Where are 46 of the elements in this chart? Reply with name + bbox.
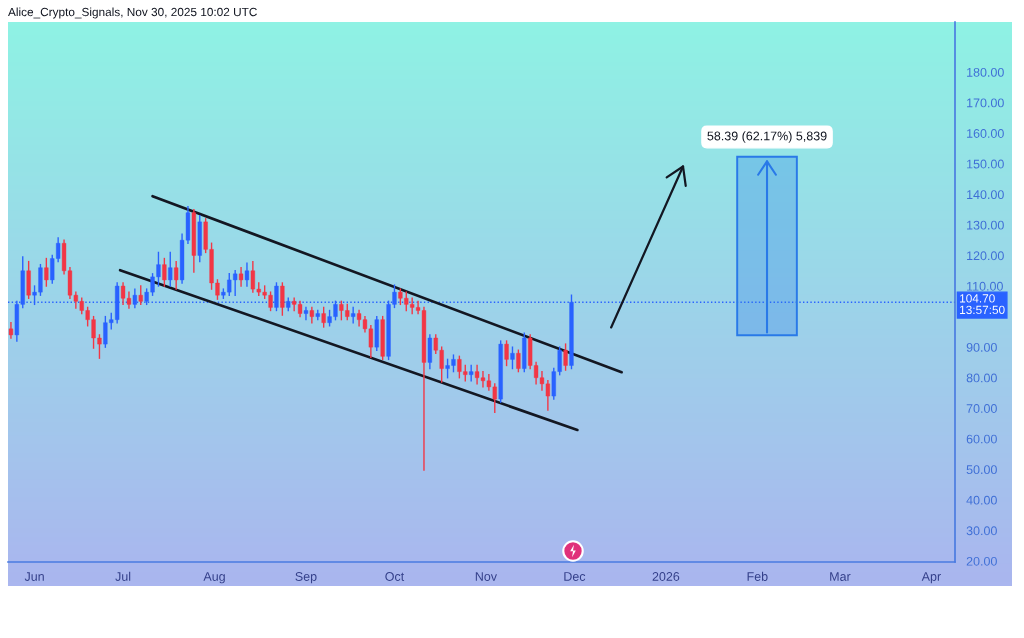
band-label: 58.39 (62.17%) 5,839 [707,131,827,143]
y-tick-label: 80.00 [966,373,997,383]
x-tick-label: Jul [115,571,131,581]
y-tick-label: 140.00 [967,190,1004,200]
ref-line-label: 104.70 13:57:50 [960,294,1005,315]
x-tick-label: Aug [203,572,225,584]
y-tick-label: 180.00 [967,67,1004,77]
candlestick [321,306,326,328]
y-tick-label: 70.00 [966,404,997,413]
candlestick [504,340,509,367]
y-tick-label: 90.00 [966,342,997,352]
y-tick-label: 120.00 [967,251,1004,261]
x-tick-label: Nov [475,572,497,581]
candlestick [510,346,515,370]
candlestick [244,262,250,287]
x-tick-label: Dec [564,572,586,581]
candlestick [563,343,568,371]
x-tick-label: Oct [385,572,405,581]
candlestick [168,251,173,287]
candlestick [516,349,521,373]
x-tick-label: Jun [24,572,44,581]
y-tick-label: 50.00 [966,465,997,475]
x-tick-label: Feb [747,571,768,581]
y-tick-label: 160.00 [967,129,1004,138]
candlestick [238,267,244,287]
candlestick [174,260,179,290]
text: Alice_Crypto_Signals, Nov 30, 2025 10:02 UTC [8,7,257,19]
candlestick [44,257,49,287]
candlestick [138,285,143,306]
candlestick [351,306,356,324]
y-tick-label: 170.00 [967,98,1004,108]
y-tick-label: 30.00 [966,526,997,536]
candlestick [469,364,474,382]
y-tick-label: 110.00 [967,281,1003,291]
y-tick-label: 130.00 [967,220,1004,230]
x-tick-label: Apr [921,572,941,584]
candlestick [280,282,285,316]
y-tick-label: 40.00 [966,495,997,505]
y-tick-label: 60.00 [966,434,997,444]
candlestick [303,306,309,321]
y-tick-label: 20.00 [966,556,997,566]
candlestick [162,257,167,287]
x-tick-label: Sep [295,572,317,584]
y-tick-label: 150.00 [967,159,1004,169]
x-tick-label: Mar [830,572,851,581]
x-tick-label: 2026 [652,572,680,581]
